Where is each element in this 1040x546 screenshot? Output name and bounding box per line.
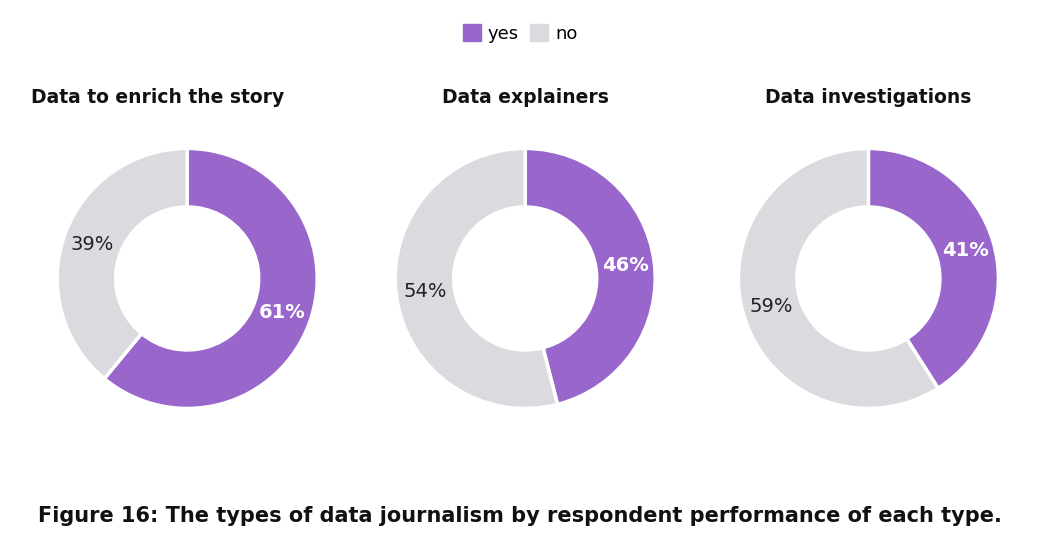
Wedge shape [525,149,655,405]
Legend: yes, no: yes, no [456,17,584,50]
Wedge shape [738,149,938,408]
Text: 46%: 46% [602,256,649,275]
Text: 59%: 59% [750,297,794,316]
Text: 39%: 39% [71,235,114,254]
Text: Figure 16: The types of data journalism by respondent performance of each type.: Figure 16: The types of data journalism … [38,506,1002,526]
Wedge shape [868,149,998,388]
Title: Data explainers: Data explainers [442,88,608,107]
Text: 54%: 54% [404,282,447,301]
Text: 61%: 61% [259,303,306,322]
Title: Data investigations: Data investigations [765,88,971,107]
Text: 41%: 41% [942,241,989,260]
Text: Data to enrich the story: Data to enrich the story [31,88,285,107]
Wedge shape [395,149,557,408]
Wedge shape [57,149,187,378]
Wedge shape [104,149,317,408]
